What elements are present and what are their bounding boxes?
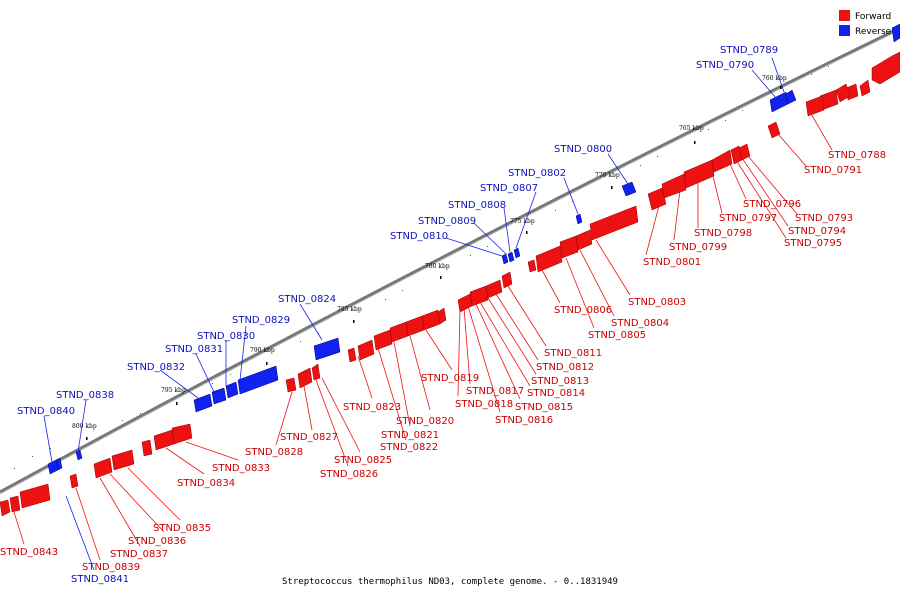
legend-forward-label: Forward bbox=[855, 12, 891, 22]
gene-label: STND_0820 bbox=[396, 416, 454, 427]
gene-label: STND_0826 bbox=[320, 469, 378, 480]
gene-label: STND_0838 bbox=[56, 390, 114, 401]
gene-label: STND_0835 bbox=[153, 523, 211, 534]
gene-label: STND_0798 bbox=[694, 228, 752, 239]
legend-forward-swatch bbox=[839, 10, 850, 21]
gene-label: STND_0837 bbox=[110, 549, 168, 560]
gene-label: STND_0799 bbox=[669, 242, 727, 253]
gene-label: STND_0801 bbox=[643, 257, 701, 268]
gene-label: STND_0808 bbox=[448, 200, 506, 211]
reverse-gene-blocks bbox=[47, 23, 900, 475]
gene-label: STND_0829 bbox=[232, 315, 290, 326]
gene-label: STND_0796 bbox=[743, 199, 801, 210]
gene-label: STND_0828 bbox=[245, 447, 303, 458]
gene-label: STND_0833 bbox=[212, 463, 270, 474]
gene-label: STND_0823 bbox=[343, 402, 401, 413]
tick-label: 795 kbp bbox=[161, 387, 186, 394]
tick-label: 760 kbp bbox=[762, 75, 787, 82]
gene-label: STND_0818 bbox=[455, 399, 513, 410]
gene-label: STND_0825 bbox=[334, 455, 392, 466]
gene-label: STND_0806 bbox=[554, 305, 612, 316]
legend-reverse-label: Reverse bbox=[855, 27, 892, 37]
scale-ticks: 760 kbp 765 kbp 770 kbp 775 kbp 780 kbp … bbox=[14, 66, 829, 469]
gene-label: STND_0800 bbox=[554, 144, 612, 155]
gene-label: STND_0821 bbox=[381, 430, 439, 441]
reverse-labels: STND_0789 STND_0790 STND_0800 STND_0802 … bbox=[17, 45, 785, 585]
gene-label: STND_0790 bbox=[696, 60, 754, 71]
gene-label: STND_0803 bbox=[628, 297, 686, 308]
gene-label: STND_0824 bbox=[278, 294, 336, 305]
gene-label: STND_0830 bbox=[197, 331, 255, 342]
gene-label: STND_0827 bbox=[280, 432, 338, 443]
gene-label: STND_0794 bbox=[788, 226, 846, 237]
gene-label: STND_0812 bbox=[536, 362, 594, 373]
tick-label: 780 kbp bbox=[425, 263, 450, 270]
gene-label: STND_0805 bbox=[588, 330, 646, 341]
gene-label: STND_0843 bbox=[0, 547, 58, 558]
gene-label: STND_0814 bbox=[527, 388, 585, 399]
tick-label: 770 kbp bbox=[595, 172, 620, 179]
gene-label: STND_0831 bbox=[165, 344, 223, 355]
gene-label: STND_0815 bbox=[515, 402, 573, 413]
gene-label: STND_0840 bbox=[17, 406, 75, 417]
gene-label: STND_0822 bbox=[380, 442, 438, 453]
gene-label: STND_0804 bbox=[611, 318, 669, 329]
gene-label: STND_0807 bbox=[480, 183, 538, 194]
gene-label: STND_0836 bbox=[128, 536, 186, 547]
gene-label: STND_0795 bbox=[784, 238, 842, 249]
gene-label: STND_0809 bbox=[418, 216, 476, 227]
legend-reverse-swatch bbox=[839, 25, 850, 36]
tick-label: 775 kbp bbox=[510, 218, 535, 225]
tick-label: 790 kbp bbox=[250, 347, 275, 354]
gene-label: STND_0841 bbox=[71, 574, 129, 585]
gene-label: STND_0788 bbox=[828, 150, 886, 161]
gene-label: STND_0819 bbox=[421, 373, 479, 384]
legend: Forward Reverse bbox=[839, 10, 892, 37]
gene-label: STND_0793 bbox=[795, 213, 853, 224]
gene-label: STND_0817 bbox=[466, 386, 524, 397]
gene-label: STND_0813 bbox=[531, 376, 589, 387]
gene-label: STND_0811 bbox=[544, 348, 602, 359]
gene-label: STND_0816 bbox=[495, 415, 553, 426]
gene-label: STND_0810 bbox=[390, 231, 448, 242]
tick-label: 800 kbp bbox=[72, 423, 97, 430]
gene-label: STND_0832 bbox=[127, 362, 185, 373]
genome-backbone bbox=[0, 26, 900, 494]
gene-label: STND_0791 bbox=[804, 165, 862, 176]
forward-gene-blocks bbox=[0, 51, 900, 517]
forward-labels: STND_0788 STND_0791 STND_0793 STND_0794 … bbox=[0, 111, 886, 573]
gene-label: STND_0834 bbox=[177, 478, 235, 489]
map-caption: Streptococcus thermophilus ND03, complet… bbox=[282, 577, 618, 587]
gene-label: STND_0839 bbox=[82, 562, 140, 573]
tick-label: 765 kbp bbox=[679, 125, 704, 132]
gene-label: STND_0802 bbox=[508, 168, 566, 179]
tick-label: 785 kbp bbox=[337, 306, 362, 313]
gene-label: STND_0789 bbox=[720, 45, 778, 56]
gene-label: STND_0797 bbox=[719, 213, 777, 224]
